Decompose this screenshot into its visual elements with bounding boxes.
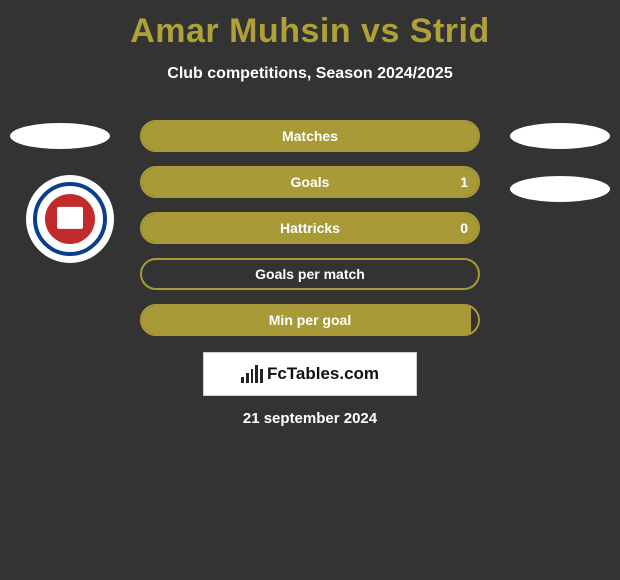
brand-badge[interactable]: FcTables.com bbox=[203, 352, 417, 396]
stat-bar: Goals per match bbox=[140, 258, 480, 290]
right-player-placeholder bbox=[510, 123, 610, 149]
stat-bar: Min per goal bbox=[140, 304, 480, 336]
comparison-title: Amar Muhsin vs Strid bbox=[0, 0, 620, 51]
brand-text: FcTables.com bbox=[267, 364, 379, 384]
comparison-bars: Matches Goals 1 Hattricks 0 Goals per match Mi… bbox=[140, 120, 480, 350]
stat-bar-value: 1 bbox=[460, 174, 468, 190]
stat-bar: Goals 1 bbox=[140, 166, 480, 198]
crest-ring bbox=[33, 182, 107, 256]
stat-bar: Hattricks 0 bbox=[140, 212, 480, 244]
left-player-placeholder bbox=[10, 123, 110, 149]
stat-bar-label: Min per goal bbox=[269, 312, 351, 328]
stat-bar-label: Matches bbox=[282, 128, 338, 144]
stat-bar-label: Goals per match bbox=[255, 266, 365, 282]
stat-bar-value: 0 bbox=[460, 220, 468, 236]
crest-inner-circle bbox=[45, 194, 95, 244]
stat-bar: Matches bbox=[140, 120, 480, 152]
crest-outer-circle bbox=[26, 175, 114, 263]
club-crest bbox=[26, 175, 114, 263]
stat-bar-label: Hattricks bbox=[280, 220, 340, 236]
right-player-placeholder-2 bbox=[510, 176, 610, 202]
stat-bar-label: Goals bbox=[291, 174, 330, 190]
crest-tower-icon bbox=[57, 207, 83, 229]
bar-chart-icon bbox=[241, 365, 263, 383]
comparison-subtitle: Club competitions, Season 2024/2025 bbox=[0, 65, 620, 83]
snapshot-date: 21 september 2024 bbox=[243, 410, 377, 427]
